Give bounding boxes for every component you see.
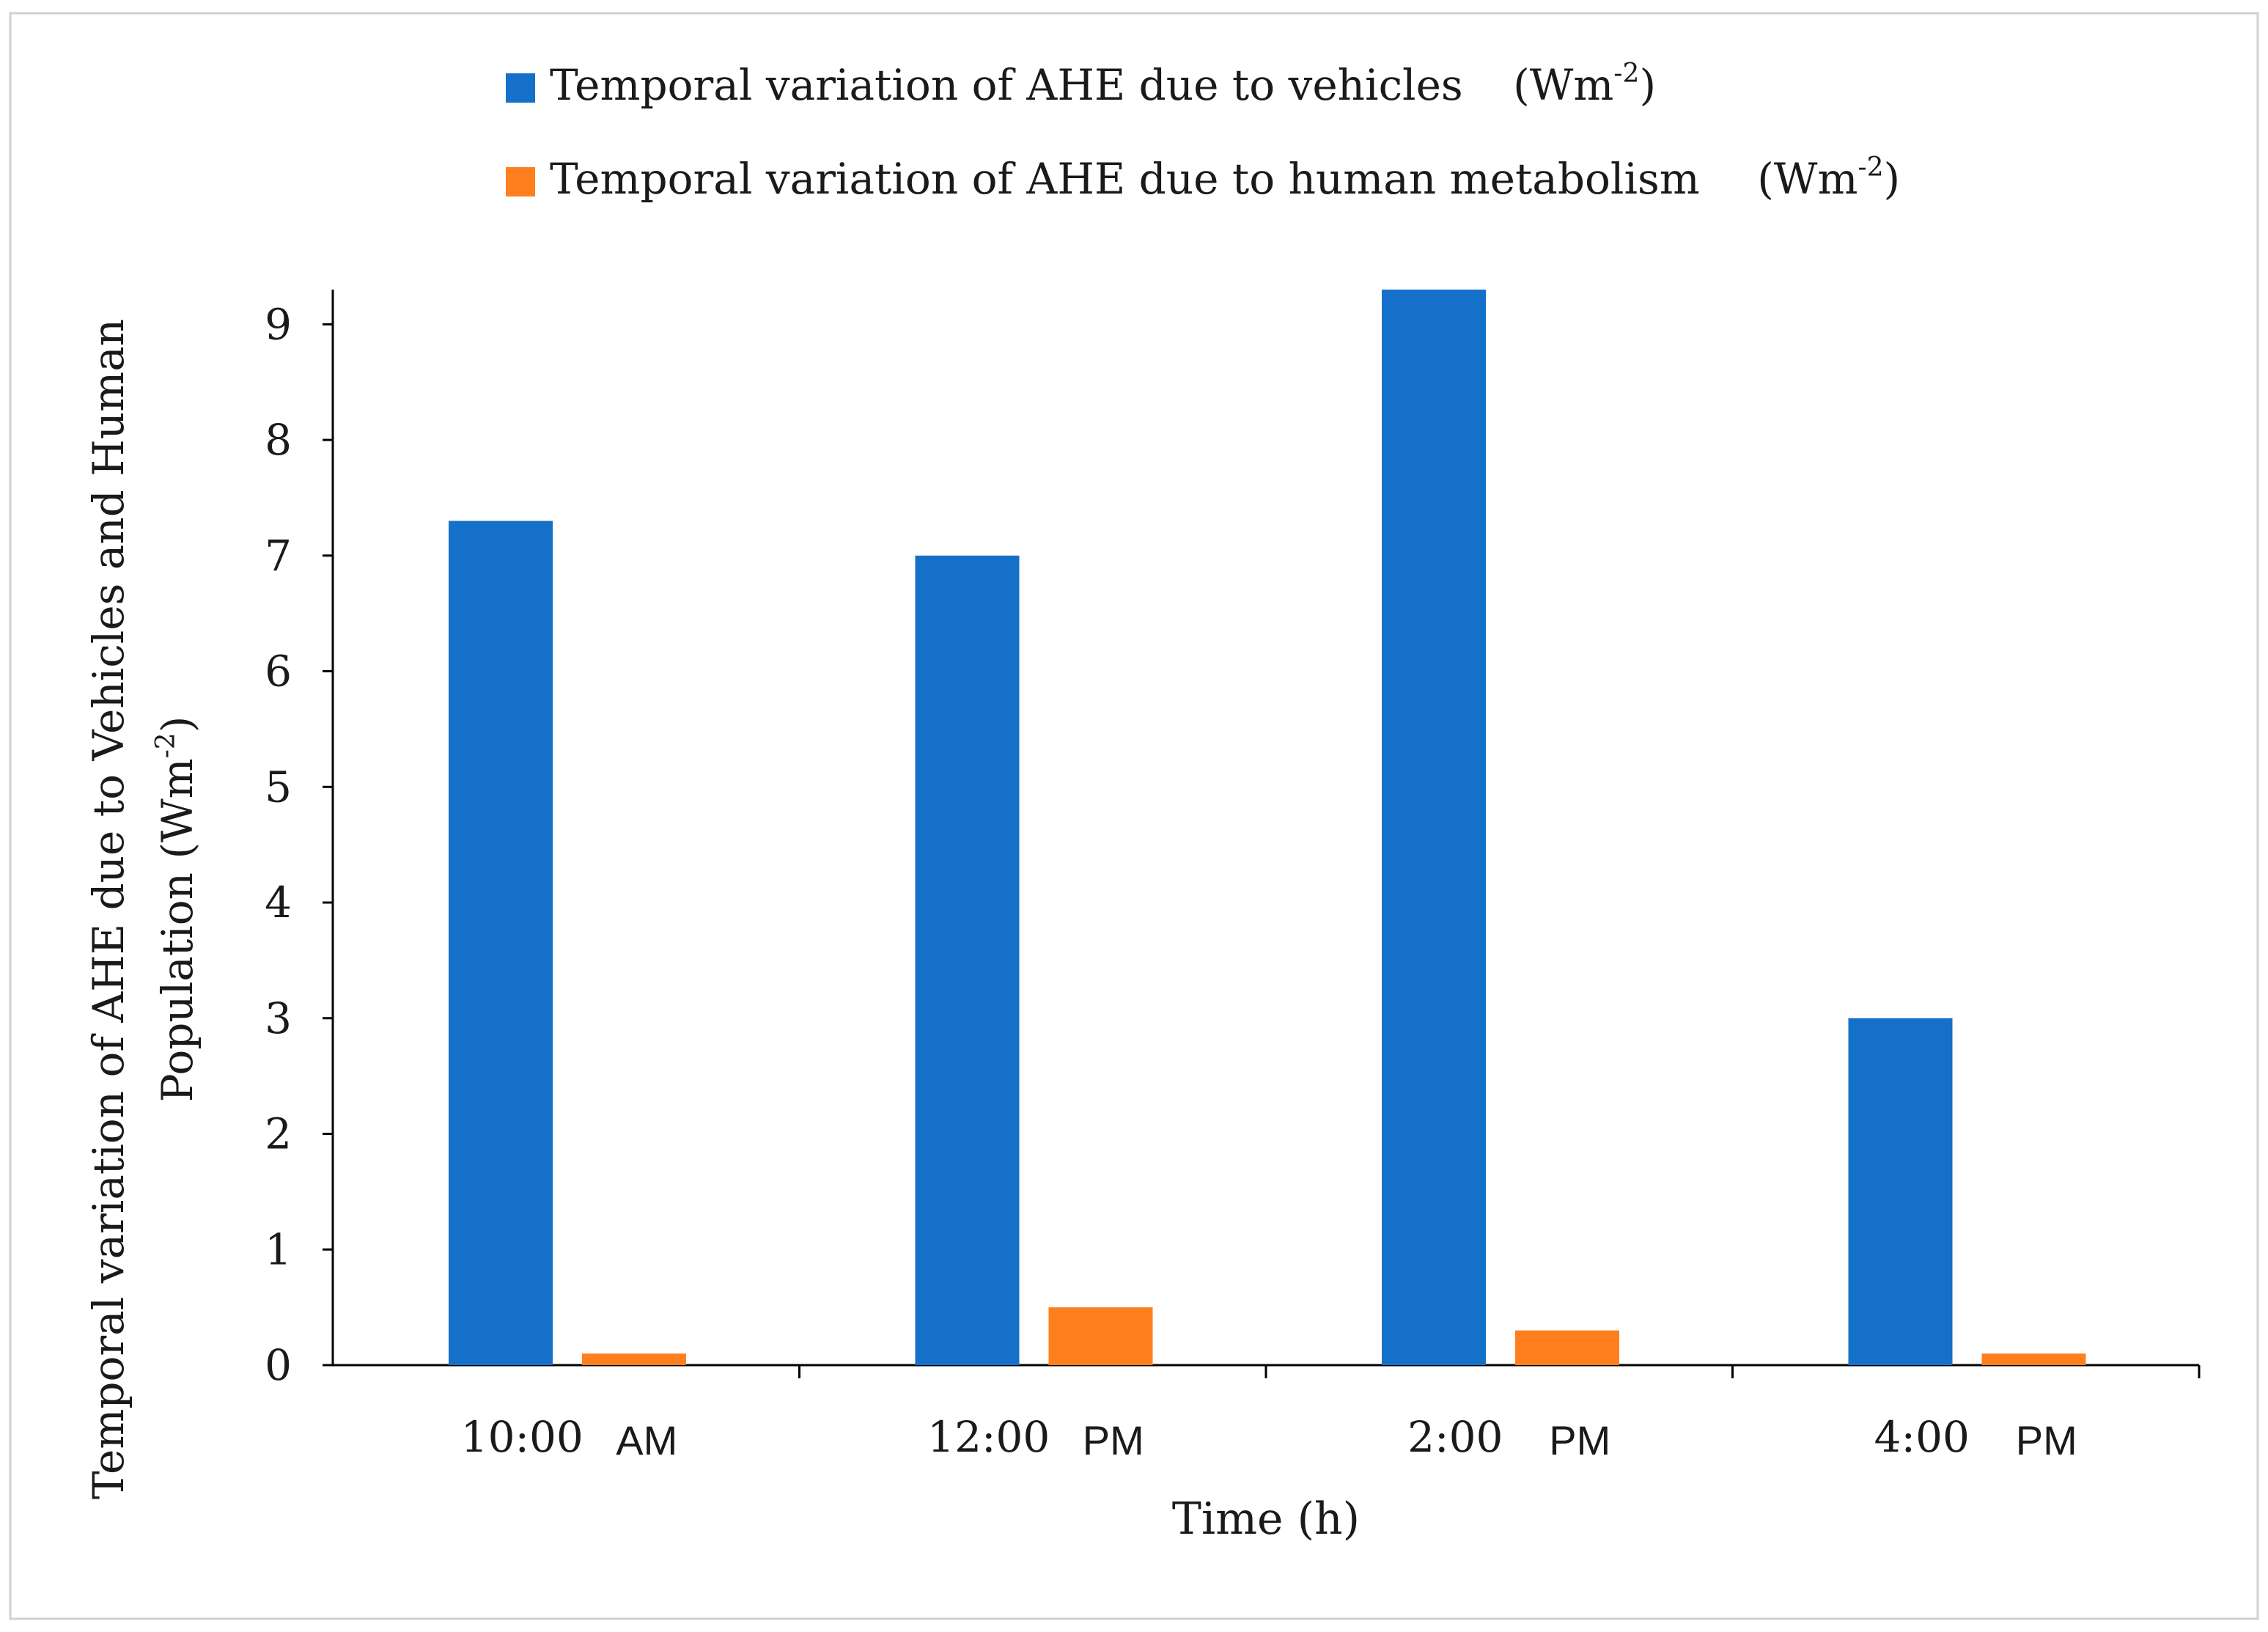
- legend-label-metabolism: Temporal variation of AHE due to human m…: [550, 152, 1900, 204]
- x-tick-label-2: 2:00: [1407, 1412, 1503, 1462]
- y-ticks: 0 1 2 3 4 5 6 7 8 9: [265, 299, 333, 1390]
- bar-metabolism-3: [1981, 1353, 2086, 1365]
- bar-metabolism-0: [582, 1353, 686, 1365]
- y-tick-label-1: 1: [265, 1224, 292, 1274]
- bar-vehicles-0: [449, 521, 553, 1365]
- y-tick-label-4: 4: [265, 878, 292, 927]
- y-tick-label-3: 3: [265, 993, 292, 1043]
- bar-vehicles-3: [1848, 1018, 1953, 1365]
- bar-metabolism-2: [1515, 1330, 1619, 1365]
- x-tick-label-0: 10:00: [461, 1412, 583, 1462]
- y-tick-label-9: 9: [265, 299, 292, 349]
- y-tick-label-5: 5: [265, 762, 292, 812]
- x-tick-labels: 10:00 AM 12:00 PM 2:00 PM 4:00 PM: [461, 1412, 2077, 1463]
- y-tick-label-2: 2: [265, 1109, 292, 1159]
- bar-metabolism-1: [1048, 1307, 1153, 1365]
- bars: [449, 290, 2086, 1366]
- y-tick-label-6: 6: [265, 647, 292, 696]
- y-tick-label-0: 0: [265, 1340, 292, 1390]
- legend: Temporal variation of AHE due to vehicle…: [506, 59, 1900, 204]
- legend-swatch-metabolism: [506, 167, 535, 196]
- x-tick-label-1: 12:00: [927, 1412, 1050, 1462]
- x-tick-label-3: 4:00: [1874, 1412, 1970, 1462]
- bar-vehicles-2: [1382, 290, 1486, 1365]
- legend-label-vehicles: Temporal variation of AHE due to vehicle…: [550, 59, 1656, 110]
- x-tick-suffix-2: PM: [1549, 1417, 1610, 1463]
- x-tick-suffix-1: PM: [1083, 1417, 1144, 1463]
- y-axis-title-line1: Temporal variation of AHE due to Vehicle…: [84, 319, 133, 1499]
- x-ticks: [798, 1365, 2201, 1378]
- x-tick-suffix-3: PM: [2016, 1417, 2077, 1463]
- y-tick-label-8: 8: [265, 415, 292, 465]
- x-axis-title: Time (h): [1172, 1493, 1360, 1545]
- figure-border: [9, 12, 2259, 1620]
- x-tick-suffix-0: AM: [616, 1417, 677, 1463]
- y-tick-label-7: 7: [265, 531, 292, 581]
- bar-vehicles-1: [915, 555, 1020, 1366]
- legend-swatch-vehicles: [506, 73, 535, 103]
- y-axis-title-line2: Population (Wm-2): [151, 716, 202, 1103]
